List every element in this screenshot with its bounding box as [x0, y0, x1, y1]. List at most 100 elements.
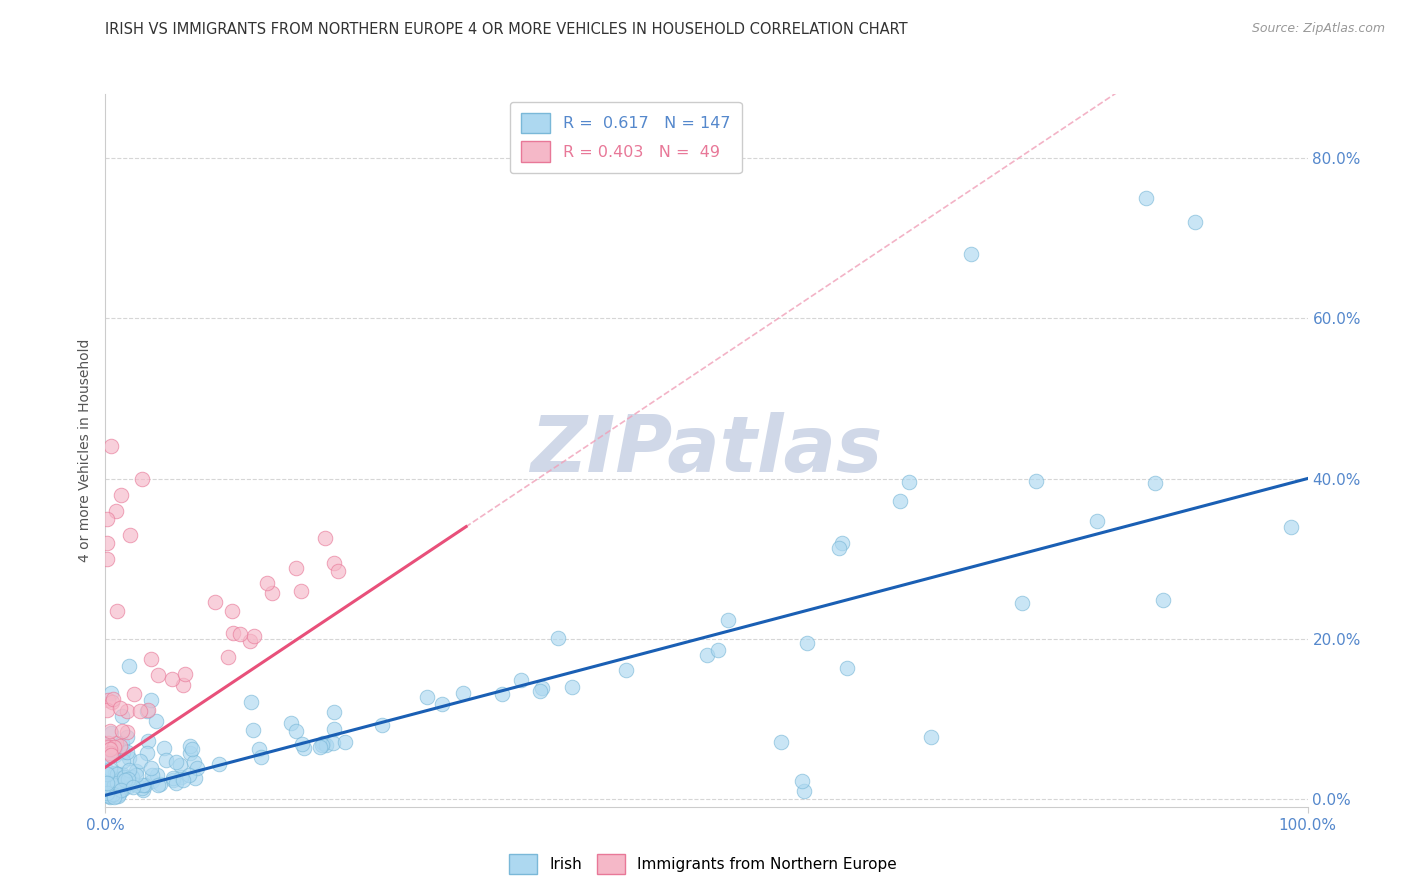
Point [1281, 519, 1303, 533]
Point [96, 775, 118, 789]
Point [101, 787, 124, 801]
Point [118, 779, 141, 793]
Point [101, 692, 124, 706]
Point [162, 773, 184, 788]
Point [136, 733, 159, 747]
Point [111, 755, 134, 769]
Point [107, 789, 129, 804]
Point [129, 754, 152, 768]
Point [831, 536, 853, 550]
Text: IRISH VS IMMIGRANTS FROM NORTHERN EUROPE 4 OR MORE VEHICLES IN HOUSEHOLD CORRELA: IRISH VS IMMIGRANTS FROM NORTHERN EUROPE… [105, 22, 908, 37]
Point [105, 776, 128, 790]
Point [118, 763, 141, 777]
Point [115, 704, 138, 718]
Point [149, 777, 172, 791]
Point [110, 739, 132, 753]
Point [707, 643, 730, 657]
Point [97, 780, 120, 794]
Point [311, 739, 333, 753]
Point [111, 736, 134, 750]
Point [103, 790, 125, 805]
Point [416, 690, 439, 704]
Point [256, 575, 278, 590]
Point [103, 740, 125, 755]
Point [96, 551, 118, 566]
Point [103, 742, 125, 756]
Point [110, 780, 132, 794]
Point [141, 768, 163, 782]
Point [98, 789, 121, 804]
Point [105, 771, 128, 785]
Point [249, 741, 271, 756]
Point [136, 703, 159, 717]
Point [312, 736, 335, 750]
Point [118, 527, 141, 541]
Point [889, 494, 911, 508]
Point [165, 775, 187, 789]
Point [124, 687, 146, 701]
Point [531, 681, 554, 695]
Point [114, 772, 136, 787]
Point [1085, 514, 1108, 528]
Y-axis label: 4 or more Vehicles in Household: 4 or more Vehicles in Household [79, 339, 93, 562]
Point [96, 787, 118, 801]
Point [112, 771, 135, 785]
Legend: R =  0.617   N = 147, R = 0.403   N =  49: R = 0.617 N = 147, R = 0.403 N = 49 [510, 102, 741, 173]
Point [96, 703, 118, 717]
Point [98, 747, 121, 761]
Point [169, 758, 191, 772]
Point [250, 750, 273, 764]
Point [326, 564, 349, 578]
Point [547, 631, 569, 645]
Point [172, 677, 194, 691]
Point [180, 742, 202, 756]
Point [1184, 215, 1206, 229]
Point [186, 761, 208, 775]
Point [793, 784, 815, 798]
Point [135, 746, 157, 760]
Point [96, 783, 118, 797]
Point [1144, 476, 1167, 491]
Point [314, 531, 336, 545]
Point [100, 747, 122, 762]
Point [125, 764, 148, 779]
Point [770, 735, 793, 749]
Point [430, 697, 453, 711]
Point [146, 778, 169, 792]
Point [228, 627, 250, 641]
Point [108, 772, 131, 786]
Point [121, 776, 143, 790]
Point [100, 739, 122, 754]
Point [108, 701, 131, 715]
Point [153, 740, 176, 755]
Point [107, 784, 129, 798]
Point [184, 771, 207, 785]
Point [491, 687, 513, 701]
Point [315, 738, 337, 752]
Point [110, 783, 132, 797]
Point [97, 788, 120, 802]
Point [162, 771, 184, 785]
Point [170, 770, 193, 784]
Point [141, 774, 163, 789]
Point [333, 735, 356, 749]
Point [322, 706, 344, 720]
Point [145, 714, 167, 728]
Point [115, 724, 138, 739]
Point [96, 740, 118, 755]
Point [112, 782, 135, 797]
Point [111, 724, 134, 739]
Point [292, 741, 315, 756]
Point [98, 723, 121, 738]
Point [100, 726, 122, 740]
Point [96, 511, 118, 525]
Point [100, 685, 122, 699]
Point [115, 730, 138, 744]
Point [221, 603, 243, 617]
Point [371, 717, 394, 731]
Point [141, 761, 163, 775]
Point [103, 772, 125, 787]
Point [160, 673, 183, 687]
Point [97, 693, 120, 707]
Point [1011, 596, 1033, 610]
